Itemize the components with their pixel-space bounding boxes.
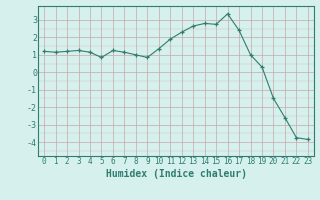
X-axis label: Humidex (Indice chaleur): Humidex (Indice chaleur) <box>106 169 246 179</box>
